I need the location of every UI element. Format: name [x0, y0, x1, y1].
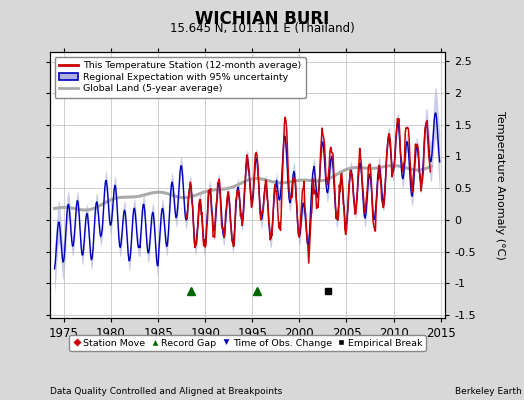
Text: WICHIAN BURI: WICHIAN BURI: [195, 10, 329, 28]
Text: 15.645 N, 101.111 E (Thailand): 15.645 N, 101.111 E (Thailand): [170, 22, 354, 35]
Text: Berkeley Earth: Berkeley Earth: [455, 387, 521, 396]
Legend: This Temperature Station (12-month average), Regional Expectation with 95% uncer: This Temperature Station (12-month avera…: [54, 57, 306, 98]
Legend: Station Move, Record Gap, Time of Obs. Change, Empirical Break: Station Move, Record Gap, Time of Obs. C…: [69, 335, 426, 351]
Text: Data Quality Controlled and Aligned at Breakpoints: Data Quality Controlled and Aligned at B…: [50, 387, 282, 396]
Y-axis label: Temperature Anomaly (°C): Temperature Anomaly (°C): [496, 111, 506, 259]
